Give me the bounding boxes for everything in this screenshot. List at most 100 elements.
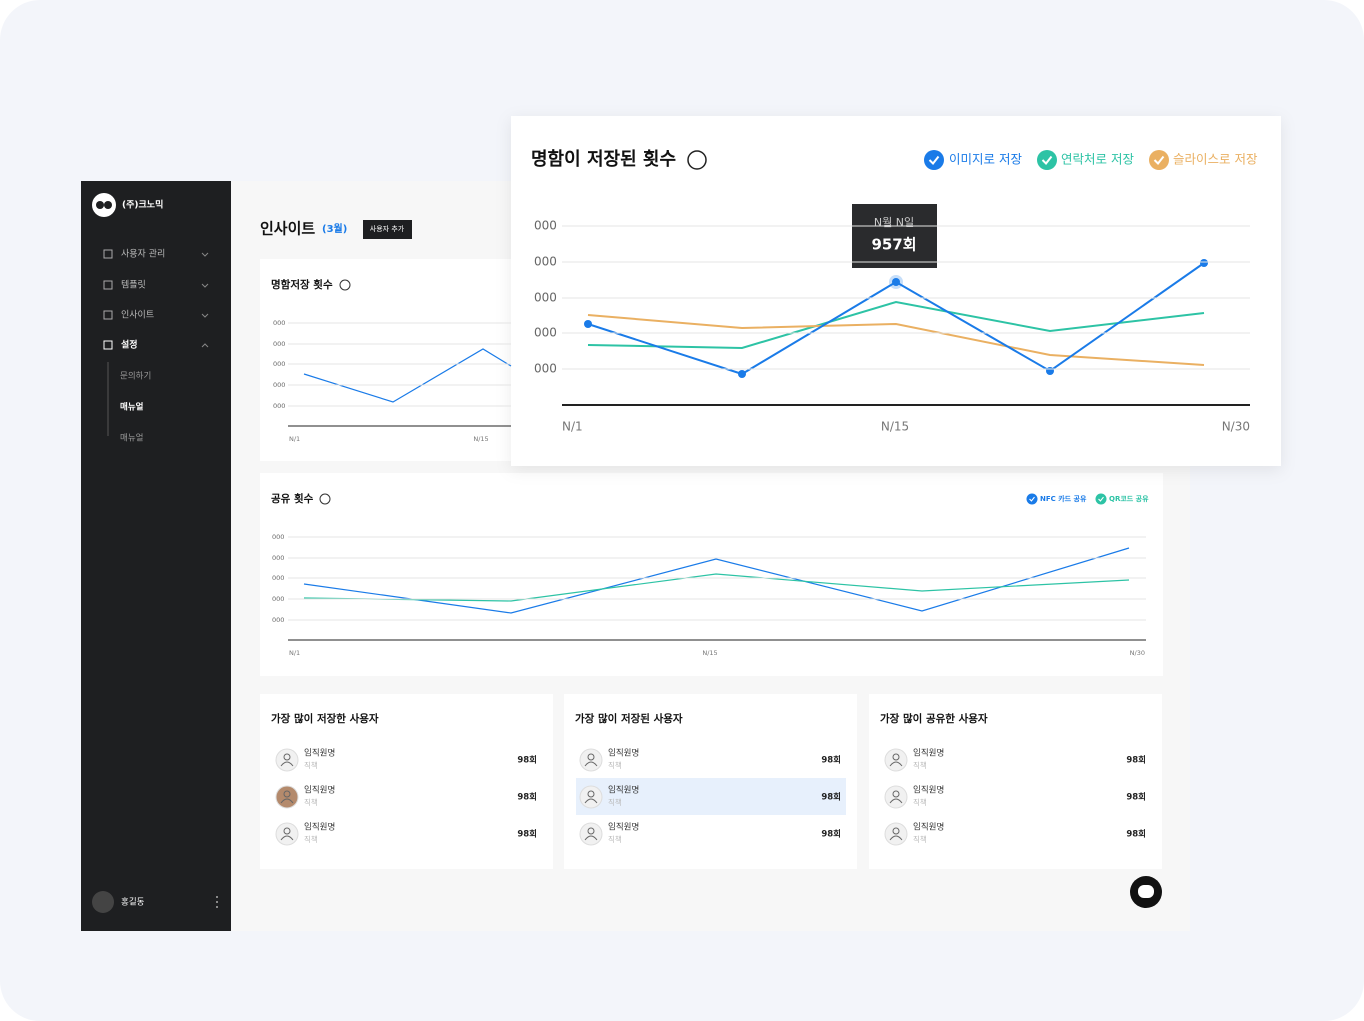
user-role: 직책: [913, 797, 927, 807]
list-title: 가장 많이 공유한 사용자: [880, 712, 988, 725]
row-highlight: [576, 778, 846, 815]
user-name: 임직원명: [608, 748, 639, 759]
avatar-body: [889, 835, 903, 841]
x-tick-label: N/15: [881, 420, 909, 434]
x-tick-label: N/1: [289, 435, 300, 443]
more-dot: [216, 901, 218, 903]
user-count: 98회: [1126, 792, 1146, 803]
avatar-body: [280, 761, 294, 767]
chevron: [201, 313, 209, 318]
y-tick-label: 000: [272, 574, 284, 582]
avatar-head: [587, 753, 595, 761]
avatar-head: [892, 790, 900, 798]
user-count: 98회: [821, 829, 841, 840]
user-name: 임직원명: [608, 822, 639, 833]
legend-check: [1037, 150, 1057, 170]
list-card: [869, 694, 1162, 869]
more-dot: [216, 896, 218, 898]
logo-mark: [96, 201, 104, 209]
legend-label[interactable]: 이미지로 저장: [949, 152, 1022, 167]
avatar-body: [584, 798, 598, 804]
check-mark: [1041, 155, 1053, 166]
avatar-body: [584, 761, 598, 767]
user-count: 98회: [1126, 829, 1146, 840]
legend-label[interactable]: NFC 카드 공유: [1040, 494, 1087, 503]
month-badge: (3월): [322, 223, 347, 235]
legend-label[interactable]: 슬라이스로 저장: [1173, 152, 1258, 167]
more-dot: [216, 906, 218, 908]
check-mark: [1029, 496, 1035, 502]
info-icon: [339, 279, 351, 291]
tooltip-value: 957회: [871, 236, 916, 254]
x-tick-label: N/1: [562, 420, 583, 434]
user-role: 직책: [608, 797, 622, 807]
submenu-item[interactable]: 매뉴얼: [120, 433, 144, 444]
menu-icon: [103, 310, 113, 320]
avatar-body: [889, 798, 903, 804]
menu-icon: [103, 249, 113, 259]
user-count: 98회: [517, 829, 537, 840]
y-tick-label: 000: [272, 616, 284, 624]
tooltip-date: N월 N일: [874, 215, 914, 229]
avatar-body: [889, 761, 903, 767]
chart-title: 명함이 저장된 횟수: [531, 148, 676, 170]
avatar-body: [584, 835, 598, 841]
menu-icon: [103, 340, 113, 350]
user-name: 임직원명: [608, 785, 639, 796]
x-tick-label: N/15: [702, 649, 717, 657]
y-tick-label: 000: [273, 319, 285, 327]
legend-check: [1026, 493, 1038, 505]
menu-icon: [103, 280, 113, 290]
y-tick-label: 000: [534, 291, 557, 305]
y-tick-label: 000: [273, 360, 285, 368]
avatar-body: [280, 835, 294, 841]
user-role: 직책: [913, 760, 927, 770]
user-count: 98회: [821, 755, 841, 766]
y-tick-label: 000: [534, 326, 557, 340]
button-label: 사용자 추가: [370, 224, 405, 233]
list-title: 가장 많이 저장한 사용자: [271, 712, 379, 725]
user-name: 임직원명: [304, 748, 335, 759]
sidebar: [81, 181, 231, 931]
avatar-head: [587, 790, 595, 798]
avatar-body: [280, 798, 294, 804]
y-tick-label: 000: [534, 219, 557, 233]
info-icon: [319, 493, 331, 505]
point: [1200, 259, 1208, 267]
user-avatar: [92, 891, 114, 913]
y-tick-label: 000: [272, 595, 284, 603]
point: [1046, 367, 1054, 375]
legend-label[interactable]: QR코드 공유: [1109, 494, 1149, 503]
point: [584, 320, 592, 328]
chevron: [201, 343, 209, 348]
legend-label[interactable]: 연락처로 저장: [1061, 152, 1134, 167]
x-tick-label: N/1: [289, 649, 300, 657]
chevron: [201, 252, 209, 257]
user-role: 직책: [608, 834, 622, 844]
legend-check: [1149, 150, 1169, 170]
y-tick-label: 000: [272, 533, 284, 541]
y-tick-label: 000: [534, 362, 557, 376]
user-name: 홍길동: [121, 897, 145, 908]
logo-mark: [104, 201, 112, 209]
menu-item[interactable]: 사용자 관리: [121, 249, 165, 260]
add-user-button[interactable]: [363, 220, 412, 239]
user-name: 임직원명: [913, 822, 944, 833]
point: [892, 278, 900, 286]
user-name: 임직원명: [913, 748, 944, 759]
menu-item[interactable]: 인사이트: [121, 310, 154, 321]
avatar-head: [283, 827, 291, 835]
check-mark: [1098, 496, 1104, 502]
info-icon: [687, 150, 707, 170]
menu-item[interactable]: 템플릿: [121, 279, 146, 291]
user-name: 임직원명: [304, 785, 335, 796]
x-tick-label: N/30: [1130, 649, 1145, 657]
user-role: 직책: [304, 760, 318, 770]
menu-item[interactable]: 설정: [121, 339, 138, 351]
avatar-head: [587, 827, 595, 835]
legend-check: [924, 150, 944, 170]
submenu-item[interactable]: 매뉴얼: [120, 402, 144, 413]
line: [303, 348, 512, 403]
submenu-item[interactable]: 문의하기: [120, 371, 151, 382]
